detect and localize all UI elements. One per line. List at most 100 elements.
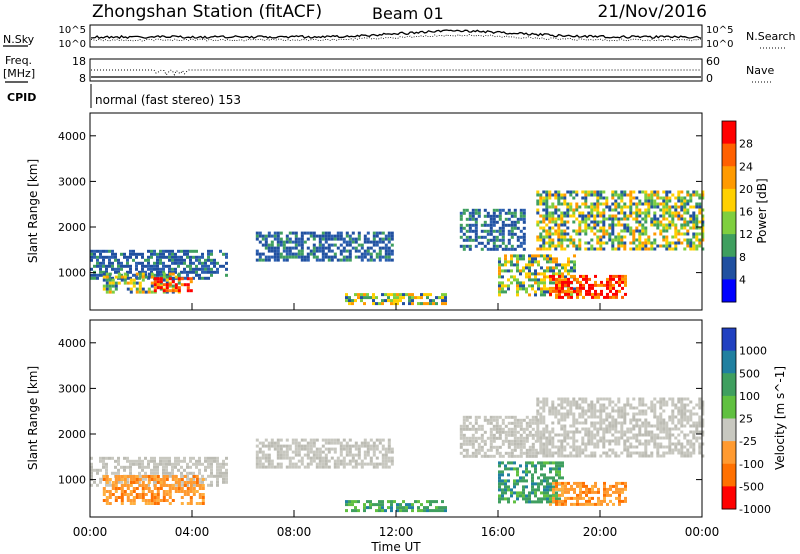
echo-cell [336,456,340,460]
echo-cell [153,264,156,268]
echo-cell [315,456,319,460]
echo-cell [555,286,558,290]
echo-cell [114,496,118,499]
echo-cell [545,397,549,401]
echo-cell [471,436,475,440]
echo-cell [369,459,373,463]
echo-cell [555,283,558,287]
echo-cell [701,433,705,437]
echo-cell [126,484,130,487]
echo-cell [516,260,519,264]
echo-cell [516,467,519,471]
echo-cell [695,421,699,425]
echo-cell [492,223,496,227]
echo-cell [324,441,328,445]
echo-cell [141,477,144,481]
echo-cell [339,450,343,454]
colorbar-tick-label: -1000 [739,503,771,516]
echo-cell [620,421,624,425]
echo-cell [219,465,222,469]
echo-cell [510,421,514,425]
echo-cell [528,451,532,455]
echo-cell [417,500,420,504]
echo-cell [285,450,289,454]
echo-cell [384,462,388,466]
echo-cell [471,217,475,221]
echo-cell [405,503,408,507]
echo-cell [581,220,585,224]
echo-cell [641,232,645,236]
echo-cell [285,438,289,442]
echo-cell [623,223,627,227]
echo-cell [567,263,570,267]
echo-cell [204,456,207,460]
echo-cell [558,481,561,485]
echo-cell [626,397,630,401]
echo-cell [587,439,591,443]
echo-cell [177,478,181,481]
echo-cell [647,193,651,197]
echo-cell [519,235,523,239]
nsky-strip-frame [89,24,703,48]
echo-cell [641,190,645,194]
echo-cell [536,436,540,440]
echo-cell [609,283,612,287]
echo-cell [114,281,118,285]
echo-cell [519,445,523,449]
echo-cell [135,287,139,291]
echo-cell [585,292,588,296]
echo-cell [513,436,517,440]
echo-cell [216,267,219,271]
echo-cell [402,293,405,297]
echo-cell [381,438,385,442]
echo-cell [632,232,636,236]
echo-cell [507,433,511,437]
echo-cell [192,249,195,253]
echo-cell [93,480,96,484]
echo-cell [671,205,675,209]
echo-cell [561,272,564,276]
echo-cell [495,208,499,212]
echo-cell [551,205,555,209]
echo-cell [216,270,219,274]
echo-cell [168,267,171,271]
echo-cell [674,403,678,407]
echo-cell [605,397,609,401]
echo-cell [483,442,487,446]
echo-cell [656,454,660,458]
echo-cell [123,465,126,469]
echo-cell [144,456,147,460]
echo-cell [285,258,289,262]
echo-cell [306,246,310,250]
echo-cell [411,302,414,306]
echo-cell [504,436,508,440]
echo-cell [498,470,501,474]
echo-cell [536,397,540,401]
echo-cell [354,293,357,297]
echo-cell [159,255,162,259]
echo-cell [683,196,687,200]
echo-cell [516,263,519,267]
echo-cell [144,471,147,475]
echo-cell [159,270,162,274]
colorbar-segment [722,121,736,145]
echo-cell [531,445,535,449]
echo-cell [291,255,295,259]
echo-cell [531,287,534,291]
echo-cell [611,400,615,404]
echo-cell [662,445,666,449]
echo-cell [471,223,475,227]
echo-cell [662,244,666,248]
echo-cell [656,205,660,209]
echo-cell [513,232,517,236]
echo-cell [641,202,645,206]
echo-cell [387,500,390,504]
echo-cell [291,231,295,235]
echo-cell [617,202,621,206]
echo-cell [498,433,502,437]
echo-cell [548,214,552,218]
echo-cell [603,493,606,497]
echo-cell [692,445,696,449]
echo-cell [312,249,316,253]
echo-cell [198,273,201,277]
